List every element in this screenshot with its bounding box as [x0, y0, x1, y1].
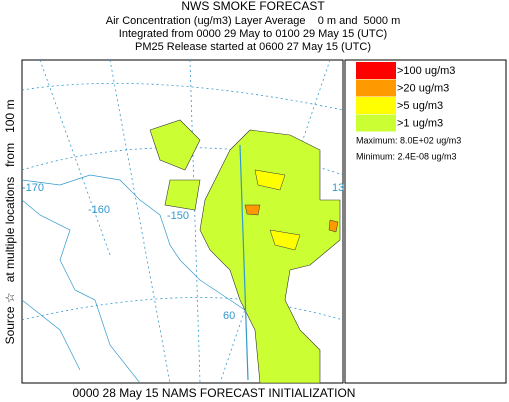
legend-label: >1 ug/m3	[397, 117, 443, 129]
legend-swatch	[356, 79, 396, 97]
border-line	[239, 144, 249, 381]
subtitle: Air Concentration (ug/m3) Layer Average …	[106, 15, 401, 27]
legend-label: >20 ug/m3	[397, 82, 449, 94]
smoke-area	[199, 129, 341, 384]
side-label: Source ☆ at multiple locations from 100 …	[3, 100, 17, 345]
footer: 0000 28 May 15 NAMS FORECAST INITIALIZAT…	[73, 386, 356, 400]
legend-swatch	[356, 62, 396, 79]
map-label: -170	[22, 182, 44, 194]
map-label: -160	[88, 204, 110, 216]
smoke-area	[244, 204, 339, 233]
legend-label: >5 ug/m3	[397, 100, 443, 112]
map-label: 60	[223, 310, 235, 322]
legend-swatch	[356, 114, 396, 132]
legend-label: >100 ug/m3	[397, 65, 455, 77]
legend-maximum: Maximum: 8.0E+02 ug/m3	[356, 135, 461, 145]
map: -170 -160 -150 130 60	[21, 59, 350, 384]
legend-swatch	[356, 97, 396, 114]
smoke-area	[149, 119, 201, 211]
subtitle: Integrated from 0000 29 May to 0100 29 M…	[119, 28, 387, 40]
subtitle: PM25 Release started at 0600 27 May 15 (…	[135, 41, 371, 53]
title: NWS SMOKE FORECAST	[181, 0, 325, 13]
legend-minimum: Minimum: 2.4E-08 ug/m3	[356, 151, 457, 161]
smoke-area	[254, 169, 301, 251]
legend: >100 ug/m3 >20 ug/m3 >5 ug/m3 >1 ug/m3	[356, 62, 455, 132]
map-label: -150	[167, 210, 189, 222]
